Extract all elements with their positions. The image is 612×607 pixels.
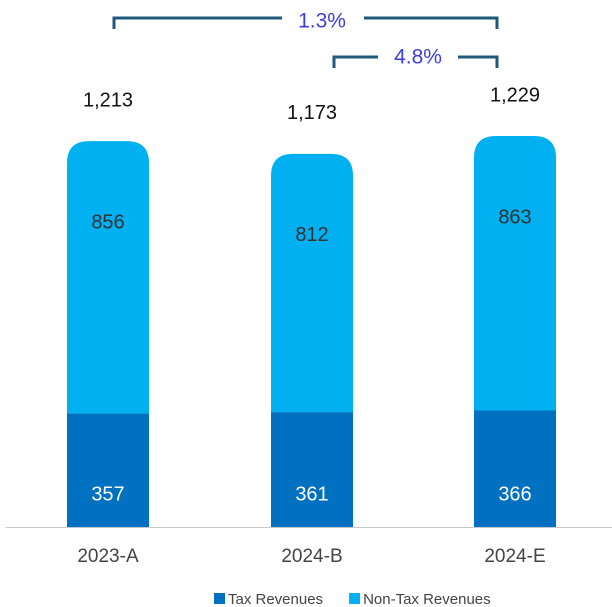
bar-segment: [474, 410, 556, 527]
bracket: [364, 16, 499, 29]
x-tick-label: 2024-E: [484, 546, 545, 567]
legend-swatch: [214, 593, 225, 604]
total-label: 1,173: [287, 102, 337, 124]
data-label: 361: [295, 483, 328, 505]
legend-swatch: [349, 593, 361, 604]
bracket: [458, 55, 499, 68]
bar-segment: [67, 141, 149, 414]
bar-segment: [67, 413, 149, 527]
data-label: 856: [91, 211, 124, 233]
x-tick-label: 2024-B: [281, 546, 342, 567]
data-label: 357: [91, 483, 124, 505]
bar-segment: [271, 153, 353, 413]
bar-segment: [474, 136, 556, 411]
data-label: 366: [498, 483, 531, 505]
bracket: [332, 55, 378, 68]
total-label: 1,229: [490, 84, 540, 106]
data-label: 863: [498, 206, 531, 228]
annotation: 1.3%: [298, 10, 346, 33]
brackets: [112, 16, 499, 68]
x-tick-label: 2023-A: [77, 546, 139, 567]
legend-label: Tax Revenues: [228, 591, 323, 607]
bracket: [112, 16, 282, 29]
bar-segment: [271, 412, 353, 527]
total-label: 1,213: [83, 89, 133, 111]
annotation: 4.8%: [394, 46, 442, 69]
legend-label: Non-Tax Revenues: [363, 591, 491, 607]
data-label: 812: [295, 224, 328, 246]
